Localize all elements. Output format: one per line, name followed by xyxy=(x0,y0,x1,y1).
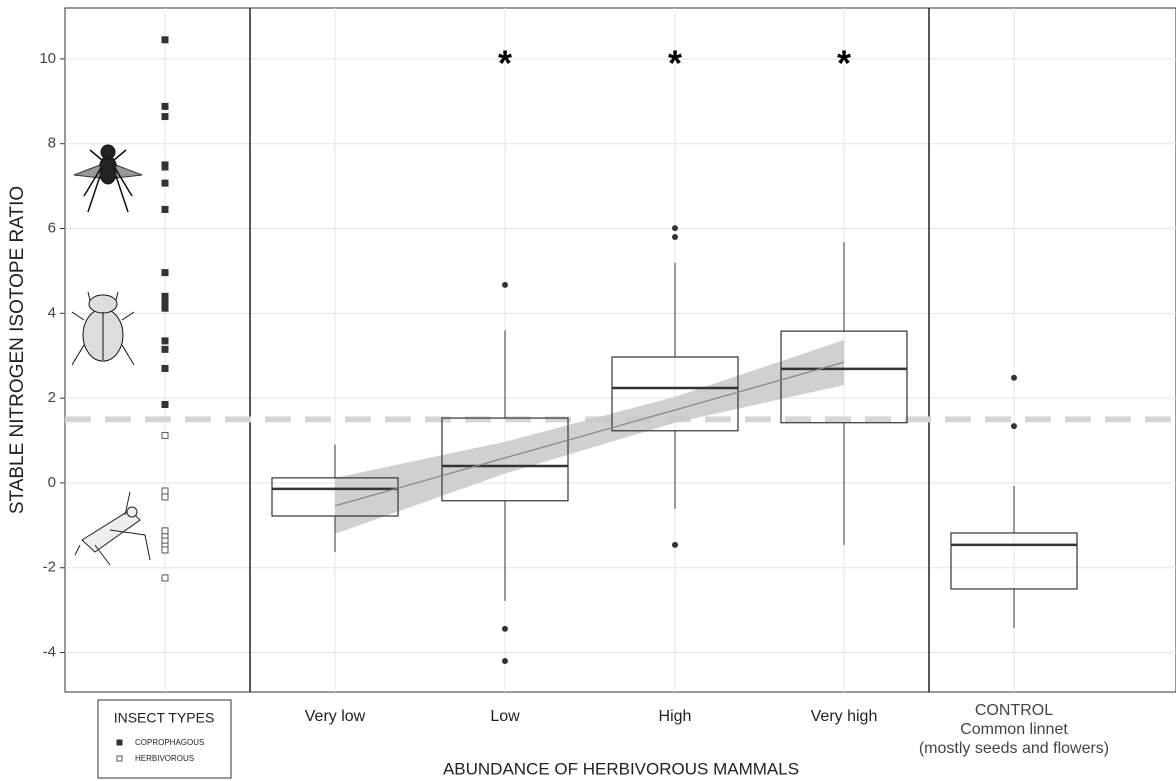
insect-point xyxy=(161,269,169,277)
x-tick-label: Low xyxy=(490,708,520,725)
outlier xyxy=(672,541,678,548)
insect-point xyxy=(161,102,169,110)
x-tick-label: Very high xyxy=(811,708,878,725)
control-label: (mostly seeds and flowers) xyxy=(919,740,1109,757)
box xyxy=(780,330,908,424)
legend-label: HERBIVOROUS xyxy=(135,754,194,763)
fly-icon xyxy=(73,144,143,213)
x-tick-label: Very low xyxy=(305,708,366,725)
grasshopper-icon xyxy=(74,491,151,566)
y-tick-label: -4 xyxy=(43,644,56,661)
legend-box xyxy=(97,699,232,779)
outlier xyxy=(1011,423,1017,430)
insect-point xyxy=(161,364,169,372)
significance-mark: * xyxy=(498,43,512,84)
control-label: Common linnet xyxy=(960,721,1068,738)
y-axis-title: STABLE NITROGEN ISOTOPE RATIO xyxy=(7,186,28,514)
insect-point xyxy=(161,179,169,187)
outlier xyxy=(502,658,508,665)
box xyxy=(950,532,1078,590)
insect-point xyxy=(161,337,169,345)
box xyxy=(611,356,739,432)
x-axis-title: ABUNDANCE OF HERBIVOROUS MAMMALS xyxy=(443,759,799,778)
y-tick-label: 6 xyxy=(48,219,56,236)
legend-swatch xyxy=(116,739,123,746)
y-tick-label: 4 xyxy=(48,304,56,321)
insect-point xyxy=(161,487,169,495)
y-tick-label: 2 xyxy=(48,389,56,406)
insect-point xyxy=(161,493,169,501)
outlier xyxy=(502,281,508,288)
insect-point xyxy=(161,574,169,582)
legend-label: COPROPHAGOUS xyxy=(135,738,204,747)
insect-point xyxy=(161,304,169,312)
insect-point xyxy=(161,36,169,44)
outlier xyxy=(502,625,508,632)
legend-title: INSECT TYPES xyxy=(114,710,215,726)
insect-point xyxy=(161,113,169,121)
outlier xyxy=(672,225,678,232)
outlier xyxy=(672,233,678,240)
y-tick-label: 8 xyxy=(48,135,56,152)
legend-swatch xyxy=(116,755,123,762)
box xyxy=(441,417,569,502)
y-tick-label: -2 xyxy=(43,559,56,576)
significance-mark: * xyxy=(668,43,682,84)
box xyxy=(271,477,399,517)
insect-point xyxy=(161,400,169,408)
significance-mark: * xyxy=(837,43,851,84)
outlier xyxy=(1011,374,1017,381)
y-tick-label: 0 xyxy=(48,474,56,491)
insect-point xyxy=(161,527,169,535)
beetle-icon xyxy=(71,291,135,366)
insect-point xyxy=(161,205,169,213)
insect-point xyxy=(161,163,169,171)
insect-point xyxy=(161,431,169,439)
y-tick-label: 10 xyxy=(39,50,56,67)
control-label: CONTROL xyxy=(975,702,1053,719)
insect-point xyxy=(161,345,169,353)
insect-point xyxy=(161,546,169,554)
trend-line xyxy=(334,361,845,507)
x-tick-label: High xyxy=(659,708,692,725)
